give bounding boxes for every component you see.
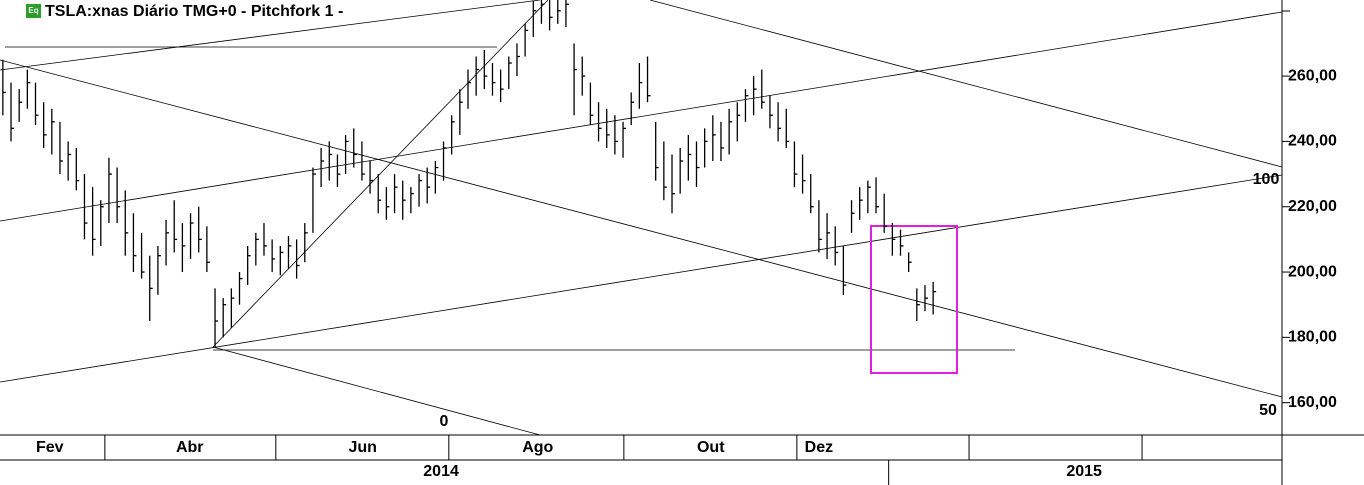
pitchfork-line [0,59,1283,398]
pitchfork [0,0,1283,436]
annotation: 0 [440,413,449,430]
year-label: 2014 [423,463,459,480]
x-tick-label: Fev [36,439,64,456]
pitchfork-line [212,346,541,436]
pitchfork-line [649,0,1283,168]
x-tick-label: Dez [805,439,833,456]
y-tick-label: 200,00 [1288,263,1337,280]
highlight-box [870,225,958,374]
annotation: 100 [1253,171,1280,188]
y-tick-label: 260,00 [1288,67,1337,84]
y-tick-label: 160,00 [1288,394,1337,411]
y-tick-label: 240,00 [1288,133,1337,150]
y-tick-label: 180,00 [1288,329,1337,346]
badge-icon [26,4,41,18]
year-label: 2015 [1066,463,1102,480]
pitchfork-line [0,11,1283,222]
chart-title: TSLA:xnas Diário TMG+0 - Pitchfork 1 - [45,3,343,20]
y-tick-label: 220,00 [1288,198,1337,215]
pitchfork-line [0,0,541,71]
x-tick-label: Out [697,439,725,456]
x-tick-label: Abr [176,439,204,456]
annotation: 50 [1259,402,1277,419]
x-tick-label: Ago [522,439,553,456]
x-tick-label: Jun [349,439,377,456]
price-bars [2,0,937,348]
badge: Eq [28,6,38,15]
pitchfork-line [212,0,549,348]
